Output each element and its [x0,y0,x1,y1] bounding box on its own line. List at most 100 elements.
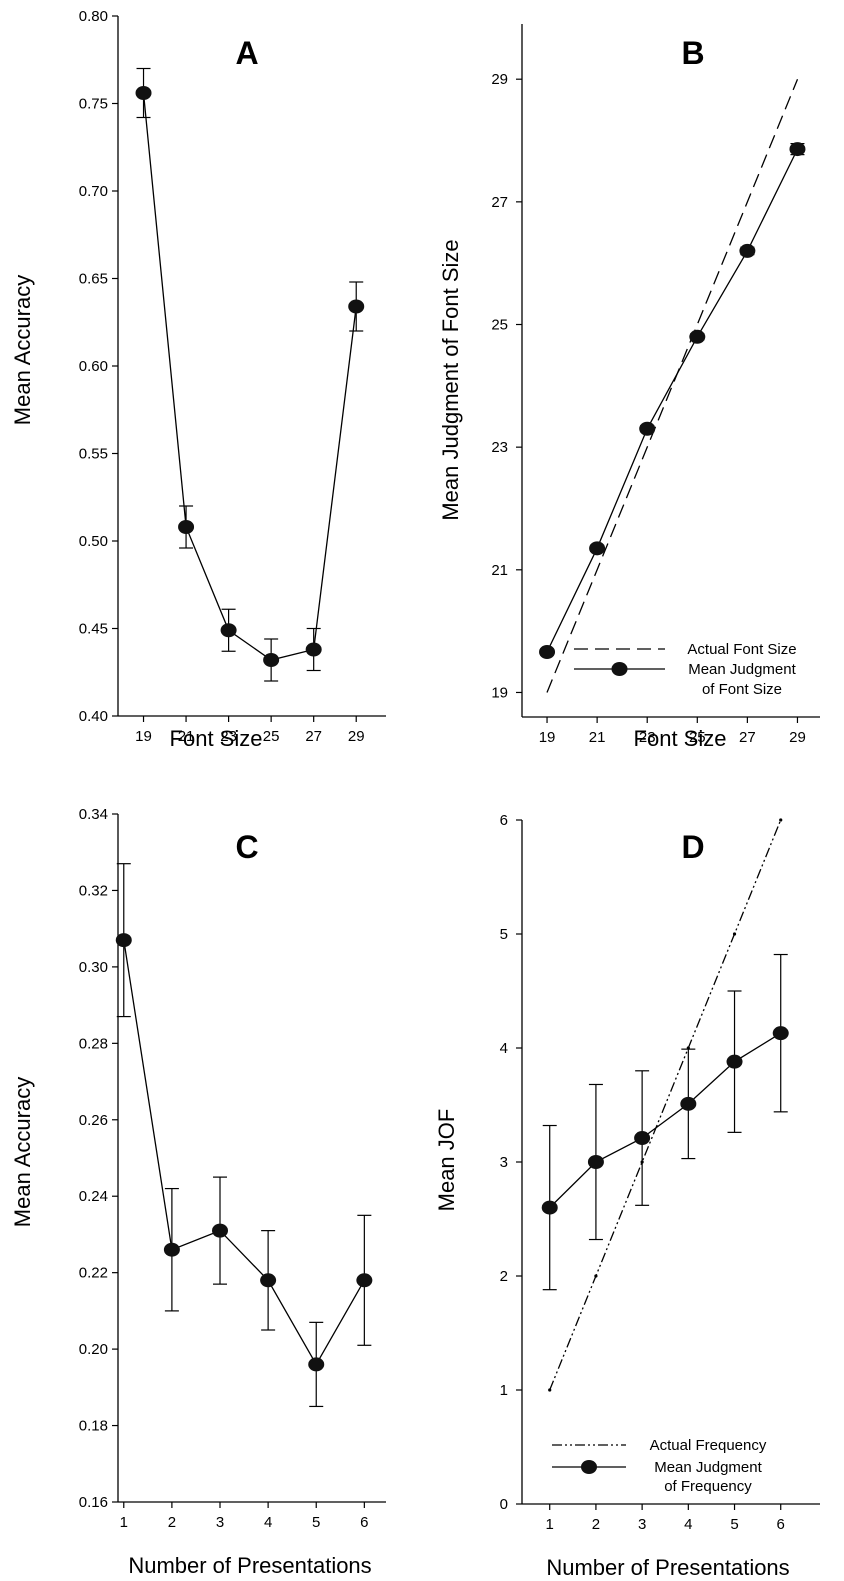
y-tick-label: 0.24 [79,1188,108,1205]
data-point [163,1242,180,1257]
data-point [220,623,237,638]
data-point [739,243,756,258]
x-axis-label: Number of Presentations [546,1555,789,1580]
x-tick-label: 3 [638,1516,646,1533]
panel-label: A [235,35,258,71]
y-tick-label: 19 [491,684,508,701]
data-point [639,421,656,436]
y-tick-label: 21 [491,562,508,579]
x-tick-label: 1 [120,1514,128,1531]
data-point [115,933,132,948]
y-tick-label: 0.16 [79,1494,108,1511]
data-point [594,1274,598,1278]
data-point [212,1223,229,1238]
data-point [305,642,322,657]
y-tick-label: 4 [500,1040,508,1057]
y-tick-label: 0.60 [79,358,108,375]
panel-label: C [235,829,258,865]
y-tick-label: 0.55 [79,446,108,463]
x-axis-label: Font Size [634,726,727,751]
y-tick-label: 0.30 [79,959,108,976]
y-tick-label: 0.28 [79,1035,108,1052]
x-tick-label: 4 [264,1514,272,1531]
y-tick-label: 0.20 [79,1341,108,1358]
y-axis-label: Mean Judgment of Font Size [438,239,463,520]
y-tick-label: 0.75 [79,96,108,113]
data-point [589,541,606,556]
x-tick-label: 6 [360,1514,368,1531]
x-tick-label: 29 [789,729,806,746]
data-point [260,1273,277,1288]
x-tick-label: 3 [216,1514,224,1531]
y-tick-label: 2 [500,1268,508,1285]
reference-line [549,819,782,1391]
y-tick-label: 0.45 [79,621,108,638]
data-point [356,1273,373,1288]
data-point [772,1026,789,1041]
x-tick-label: 5 [730,1516,738,1533]
x-axis-label: Font Size [170,726,263,751]
x-tick-label: 2 [168,1514,176,1531]
data-point [779,818,783,822]
x-axis-label: Number of Presentations [128,1553,371,1578]
legend-label-actual: Actual Frequency [650,1437,767,1454]
legend-label-judgment-cont: of Frequency [664,1478,752,1495]
legend-label-judgment-cont: of Font Size [702,681,782,698]
x-tick-label: 21 [178,728,195,745]
data-point [726,1054,743,1069]
y-tick-label: 0.26 [79,1112,108,1129]
y-tick-label: 29 [491,71,508,88]
x-tick-label: 23 [639,729,656,746]
y-tick-label: 0.34 [79,806,108,823]
x-tick-label: 19 [539,729,556,746]
y-tick-label: 0.18 [79,1418,108,1435]
legend-label-judgment: Mean Judgment [654,1459,762,1476]
legend-marker-judgment [611,662,628,676]
panel-label: B [681,35,704,71]
reference-line [546,78,799,693]
data-point [539,644,556,659]
panel-label: D [681,829,704,865]
x-tick-label: 2 [592,1516,600,1533]
x-tick-label: 25 [263,728,280,745]
data-point [178,520,195,534]
panel-c: 0.16 0.18 0.20 0.22 0.24 0.26 0.28 0.30 0.32 0.34… [10,806,386,1578]
x-tick-label: 21 [589,729,606,746]
data-point [789,142,806,157]
x-tick-label: 25 [689,729,706,746]
data-point [680,1096,697,1111]
data-point [634,1131,651,1146]
x-tick-label: 19 [135,728,152,745]
series-line [546,148,799,653]
data-point [135,86,152,100]
y-tick-label: 0.80 [79,8,108,25]
y-tick-label: 0.50 [79,533,108,550]
data-point [308,1357,325,1372]
data-point [263,653,280,667]
y-tick-label: 27 [491,194,508,211]
legend-label-actual: Actual Font Size [687,641,796,658]
x-tick-label: 27 [305,728,322,745]
x-tick-label: 6 [777,1516,785,1533]
legend: Actual Font Size Mean Judgment of Font Siz… [574,641,797,698]
x-tick-label: 5 [312,1514,320,1531]
data-point [587,1155,604,1169]
panel-b: 19 21 23 25 27 29 19 21 23 25 27 29 Font Size Mean Ju… [438,24,820,751]
x-tick-label: 27 [739,729,756,746]
y-tick-label: 0 [500,1496,508,1513]
legend: Actual Frequency Mean Judgment of Frequenc… [552,1437,767,1495]
y-axis-label: Mean Accuracy [10,1077,35,1227]
y-tick-label: 23 [491,439,508,456]
y-tick-label: 0.22 [79,1265,108,1282]
x-tick-label: 4 [684,1516,692,1533]
data-point [548,1388,552,1392]
panel-a: 0.40 0.45 0.50 0.55 0.60 0.65 0.70 0.75 0.80 19 21… [10,8,386,751]
y-tick-label: 5 [500,926,508,943]
y-tick-label: 0.32 [79,882,108,899]
legend-label-judgment: Mean Judgment [688,661,796,678]
x-tick-label: 23 [220,728,237,745]
y-tick-label: 0.40 [79,708,108,725]
y-tick-label: 6 [500,812,508,829]
panel-d: 0 1 2 3 4 5 6 1 2 3 4 5 6 Number of Presentations Mean… [434,812,820,1580]
